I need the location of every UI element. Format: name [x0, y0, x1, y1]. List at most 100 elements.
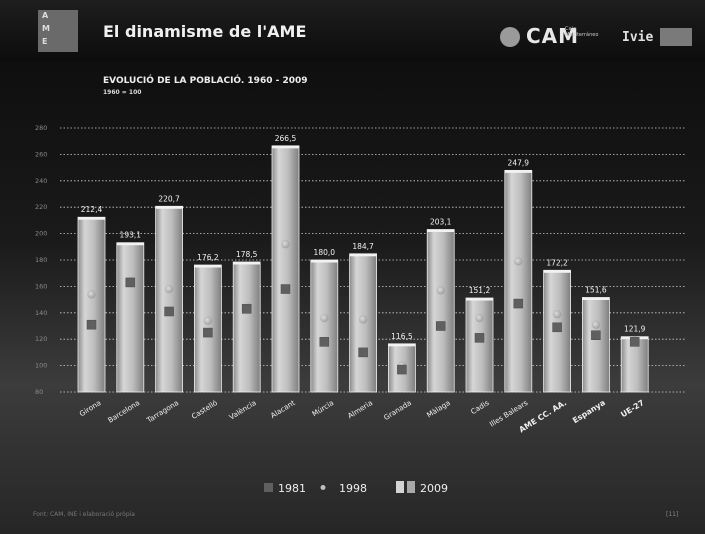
x-tick-label: Castelló: [190, 398, 219, 421]
bar-2009: [582, 297, 610, 393]
marker-1981: [513, 298, 524, 309]
data-label-2009: 184,7: [352, 242, 374, 251]
marker-1998: [164, 284, 174, 294]
data-label-2009: 172,2: [546, 258, 568, 267]
y-tick-label: 80: [35, 388, 43, 396]
y-tick-label: 180: [35, 256, 47, 264]
marker-1981: [125, 277, 136, 288]
data-label-2009: 151,2: [469, 286, 491, 295]
chart-title: EVOLUCIÓ DE LA POBLACIÓ. 1960 - 2009: [103, 76, 308, 86]
data-label-2009: 247,9: [508, 158, 530, 167]
y-tick-label: 260: [35, 150, 47, 158]
marker-1981: [397, 364, 407, 375]
legend-marker-1998: [320, 485, 326, 490]
bar-cap: [504, 170, 532, 173]
bar-cap: [310, 260, 338, 263]
marker-1998: [203, 316, 213, 325]
logo-letter-e: E: [42, 37, 48, 46]
legend: 1981 1998 2009: [264, 481, 448, 495]
marker-1998: [358, 315, 368, 324]
marker-1981: [629, 337, 640, 347]
marker-1981: [164, 306, 174, 317]
page-number: [11]: [666, 511, 679, 518]
bar-cap: [155, 206, 183, 209]
y-tick-label: 240: [35, 177, 47, 185]
bar-2009: [77, 216, 106, 393]
y-tick-label: 280: [35, 124, 47, 132]
bars: [77, 145, 649, 393]
slide-title: El dinamisme de l'AME: [103, 22, 307, 41]
chart-subtitle: 1960 = 100: [103, 89, 142, 96]
data-label-2009: 176,2: [197, 253, 219, 262]
marker-1998: [320, 313, 329, 323]
y-tick-label: 200: [35, 230, 47, 238]
data-label-2009: 220,7: [158, 194, 180, 203]
legend-label-1981: 1981: [278, 482, 306, 495]
bar-cap: [78, 217, 105, 220]
bar-2009: [271, 145, 300, 393]
marker-1981: [280, 284, 291, 294]
bar-2009: [426, 229, 455, 393]
x-tick-label: Alacant: [269, 398, 297, 420]
data-label-2009: 212,4: [81, 205, 103, 214]
x-tick-label: UE-27: [619, 398, 646, 419]
ivie-logo: Ivie: [622, 30, 654, 45]
cam-logo-subtitle: Caja Mediterráneo: [565, 26, 599, 38]
bar-cap: [233, 261, 261, 265]
data-label-2009: 121,9: [624, 325, 646, 334]
data-label-2009: 116,5: [391, 332, 413, 341]
marker-1981: [241, 304, 252, 314]
marker-1981: [474, 333, 485, 343]
marker-1998: [87, 290, 96, 299]
logo-letter-a: A: [42, 11, 49, 20]
data-label-2009: 178,5: [236, 250, 258, 259]
data-label-2009: 266,5: [275, 134, 297, 143]
ivie-logo-box: [660, 28, 692, 46]
bar-cap: [272, 145, 299, 149]
marker-1998: [514, 257, 523, 266]
y-tick-label: 120: [35, 335, 47, 343]
marker-1998: [552, 309, 562, 319]
marker-1981: [591, 330, 601, 340]
bar-2009: [310, 259, 339, 393]
bar-cap: [388, 343, 416, 347]
x-tick-label: Màlaga: [425, 398, 452, 419]
bar-cap: [582, 297, 610, 300]
y-tick-label: 220: [35, 203, 47, 211]
marker-1981: [203, 327, 213, 338]
marker-1998: [281, 239, 290, 249]
marker-1981: [358, 347, 368, 358]
bar-2009: [504, 169, 533, 393]
legend-label-2009: 2009: [420, 482, 448, 495]
ame-logo: A M E: [38, 10, 78, 52]
data-label-2009: 151,6: [585, 285, 607, 294]
legend-marker-2009-a: [396, 481, 404, 493]
x-tick-label: Girona: [78, 398, 103, 418]
bar-cap: [466, 298, 493, 301]
legend-marker-2009-b: [407, 481, 415, 493]
x-tick-label: Tarragona: [144, 398, 180, 425]
y-tick-label: 100: [35, 362, 47, 370]
bar-2009: [465, 297, 494, 393]
logo-letter-m: M: [42, 24, 50, 33]
bar-2009: [155, 205, 184, 393]
x-tick-label: Almeria: [346, 398, 374, 420]
bar-cap: [427, 229, 455, 233]
bar-cap: [349, 253, 377, 257]
legend-marker-1981: [264, 483, 273, 492]
marker-1998: [475, 313, 484, 323]
cam-logo: CAM: [526, 24, 580, 48]
x-tick-label: València: [227, 398, 257, 422]
x-tick-label: Múrcia: [310, 398, 335, 418]
x-tick-label: Cadis: [469, 398, 491, 416]
bar-2009: [116, 242, 145, 393]
x-tick-label: Granada: [382, 398, 413, 422]
marker-1998: [591, 320, 601, 329]
y-tick-label: 160: [35, 282, 47, 290]
marker-1981: [435, 321, 446, 331]
bar-2009: [232, 261, 261, 393]
marker-1998: [436, 286, 445, 295]
header-bar: A M E El dinamisme de l'AME CAM Caja Med…: [0, 0, 705, 62]
